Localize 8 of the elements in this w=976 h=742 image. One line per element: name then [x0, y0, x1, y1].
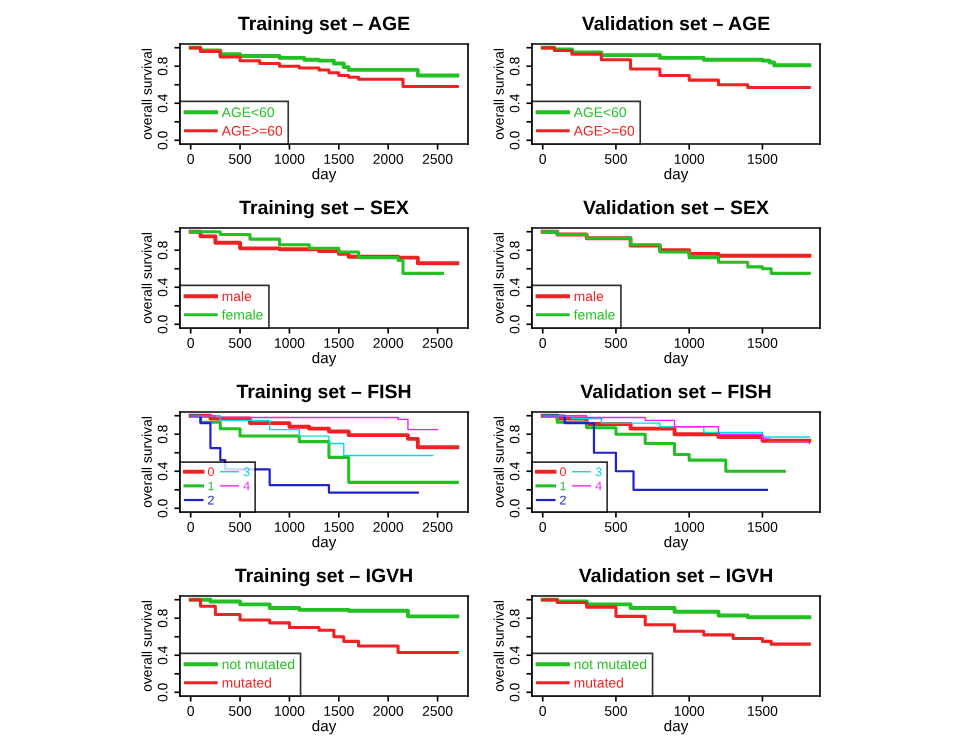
- chart-title: Training set – IGVH: [235, 568, 412, 587]
- chart-title: Validation set – IGVH: [578, 568, 772, 583]
- chart-title: Training set – AGE: [238, 16, 410, 35]
- chart-title: Validation set – AGE: [581, 16, 770, 31]
- chart-title: Training set – SEX: [239, 200, 409, 219]
- chart-title: Training set – FISH: [236, 384, 411, 403]
- chart-title: Validation set – SEX: [583, 200, 769, 215]
- chart-title: Validation set – FISH: [580, 384, 771, 399]
